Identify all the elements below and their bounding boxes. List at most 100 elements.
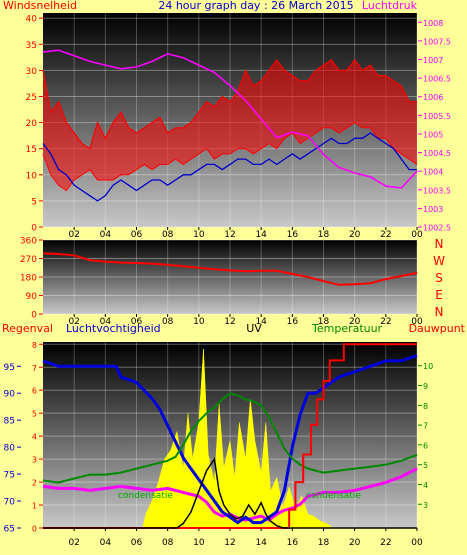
dewpoint-line [42, 467, 418, 522]
condensation-label: condensatie [306, 491, 361, 501]
rain-y-tick: 0 [32, 525, 37, 534]
pressure-y-tick: 1005.5 [423, 112, 451, 121]
pressure-y-tick: 1002.5 [423, 224, 451, 233]
condensation-label: condensatie [118, 491, 173, 501]
humidity-y-tick: 95 [4, 363, 15, 373]
direction-y-tick: 360 [20, 237, 37, 247]
direction-y-tick: 180 [20, 274, 37, 284]
humidity-y-tick: 90 [4, 390, 16, 400]
pressure-y-tick: 1006 [423, 93, 443, 102]
climate-x-tick: 10 [193, 538, 205, 548]
wind-x-tick: 12 [224, 230, 235, 240]
direction-x-tick: 04 [100, 317, 112, 327]
temperature-line [42, 392, 418, 484]
wind-gust-line [42, 58, 417, 150]
temperature-y-tick: 9 [423, 382, 428, 391]
wind-x-tick: 10 [193, 230, 205, 240]
humidity-y-tick: 75 [4, 471, 15, 481]
direction-x-tick: 18 [318, 317, 330, 327]
direction-y-tick: 90 [26, 292, 38, 302]
rain-y-tick: 2 [32, 479, 37, 488]
climate-x-tick: 08 [162, 538, 174, 548]
climate-x-tick: 22 [380, 538, 391, 548]
wind-direction-line [42, 252, 418, 286]
rain-label: Regenval [2, 322, 53, 335]
wind-y-ticks: 0 5 10 15 20 25 30 35 40 [26, 15, 43, 234]
climate-x-tick: 16 [287, 538, 299, 548]
wind-y-tick: 20 [26, 119, 38, 129]
wind-y-tick: 25 [26, 93, 37, 103]
rain-y-tick: 3 [32, 456, 37, 465]
temperature-y-tick: 4 [423, 481, 428, 490]
rain-y-tick: 8 [32, 341, 37, 350]
pressure-y-tick: 1008 [423, 19, 443, 28]
direction-plot-area [43, 240, 417, 314]
wind-x-tick: 08 [162, 230, 174, 240]
direction-x-tick: 22 [380, 317, 391, 327]
pressure-y-tick: 1004.5 [423, 149, 451, 158]
wind-gust-band [43, 60, 417, 191]
wind-x-tick: 16 [287, 230, 299, 240]
wind-low-line [42, 121, 418, 192]
humidity-y-tick: 70 [4, 498, 16, 508]
temperature-y-tick: 3 [423, 501, 428, 510]
temperature-label: Temperatuur [311, 322, 383, 335]
wind-x-tick: 02 [68, 230, 79, 240]
wind-x-tick: 22 [380, 230, 391, 240]
pressure-y-tick: 1007 [423, 56, 443, 65]
climate-series [42, 343, 418, 529]
wind-x-tick: 18 [318, 230, 330, 240]
humidity-y-ticks: 65 70 75 80 85 90 95 [4, 363, 21, 535]
wind-axis-label: Windsnelheid [3, 0, 77, 12]
rain-y-tick: 5 [32, 410, 37, 419]
direction-x-tick: 08 [162, 317, 174, 327]
direction-x-tick: 00 [411, 317, 423, 327]
temperature-y-tick: 5 [423, 461, 428, 470]
pressure-axis-label: Luchtdruk [362, 0, 418, 12]
climate-x-tick: 00 [411, 538, 423, 548]
wind-y-tick: 15 [26, 145, 37, 155]
wind-x-tick: 00 [411, 230, 423, 240]
pressure-line [42, 49, 418, 189]
wind-average-line [42, 132, 417, 202]
direction-x-ticks: 02 04 06 08 10 12 14 16 18 20 22 00 [68, 314, 423, 327]
pressure-y-tick: 1003 [423, 205, 443, 214]
wind-x-tick: 14 [255, 230, 267, 240]
climate-x-ticks: 02 04 06 08 10 12 14 16 18 20 22 00 [68, 528, 423, 548]
direction-x-tick: 12 [224, 317, 235, 327]
rain-y-tick: 4 [32, 433, 37, 442]
humidity-y-tick: 80 [4, 444, 16, 454]
wind-y-tick: 30 [26, 67, 38, 77]
wind-x-tick: 20 [349, 230, 361, 240]
rain-y-tick: 1 [32, 502, 37, 511]
climate-x-tick: 20 [349, 538, 361, 548]
uv-line [43, 457, 417, 529]
humidity-label: Luchtvochtigheid [66, 322, 161, 335]
direction-x-tick: 20 [349, 317, 361, 327]
compass-label: S [435, 271, 443, 285]
direction-x-tick: 10 [193, 317, 205, 327]
pressure-y-tick: 1004 [423, 168, 443, 177]
temperature-y-tick: 10 [423, 362, 433, 371]
rain-y-ticks: 0 1 2 3 4 5 6 7 8 [32, 341, 43, 534]
wind-x-ticks: 02 04 06 08 10 12 14 16 18 20 22 00 [68, 227, 423, 240]
humidity-line [42, 354, 418, 525]
rainfall-line [43, 343, 417, 529]
direction-x-tick: 06 [131, 317, 143, 327]
wind-x-tick: 06 [131, 230, 143, 240]
compass-label: N [435, 305, 444, 319]
direction-x-tick: 02 [68, 317, 79, 327]
direction-y-tick: 0 [31, 311, 37, 321]
wind-series [42, 49, 418, 202]
wind-y-tick: 0 [31, 224, 37, 234]
temperature-y-tick: 8 [423, 402, 428, 411]
rain-y-tick: 7 [32, 364, 37, 373]
dewpoint-label: Dauwpunt [409, 322, 466, 335]
direction-x-tick: 14 [255, 317, 267, 327]
wind-y-tick: 35 [26, 41, 37, 51]
direction-series [42, 252, 418, 286]
climate-x-tick: 14 [255, 538, 267, 548]
climate-x-tick: 02 [68, 538, 79, 548]
direction-y-tick: 270 [20, 255, 37, 265]
